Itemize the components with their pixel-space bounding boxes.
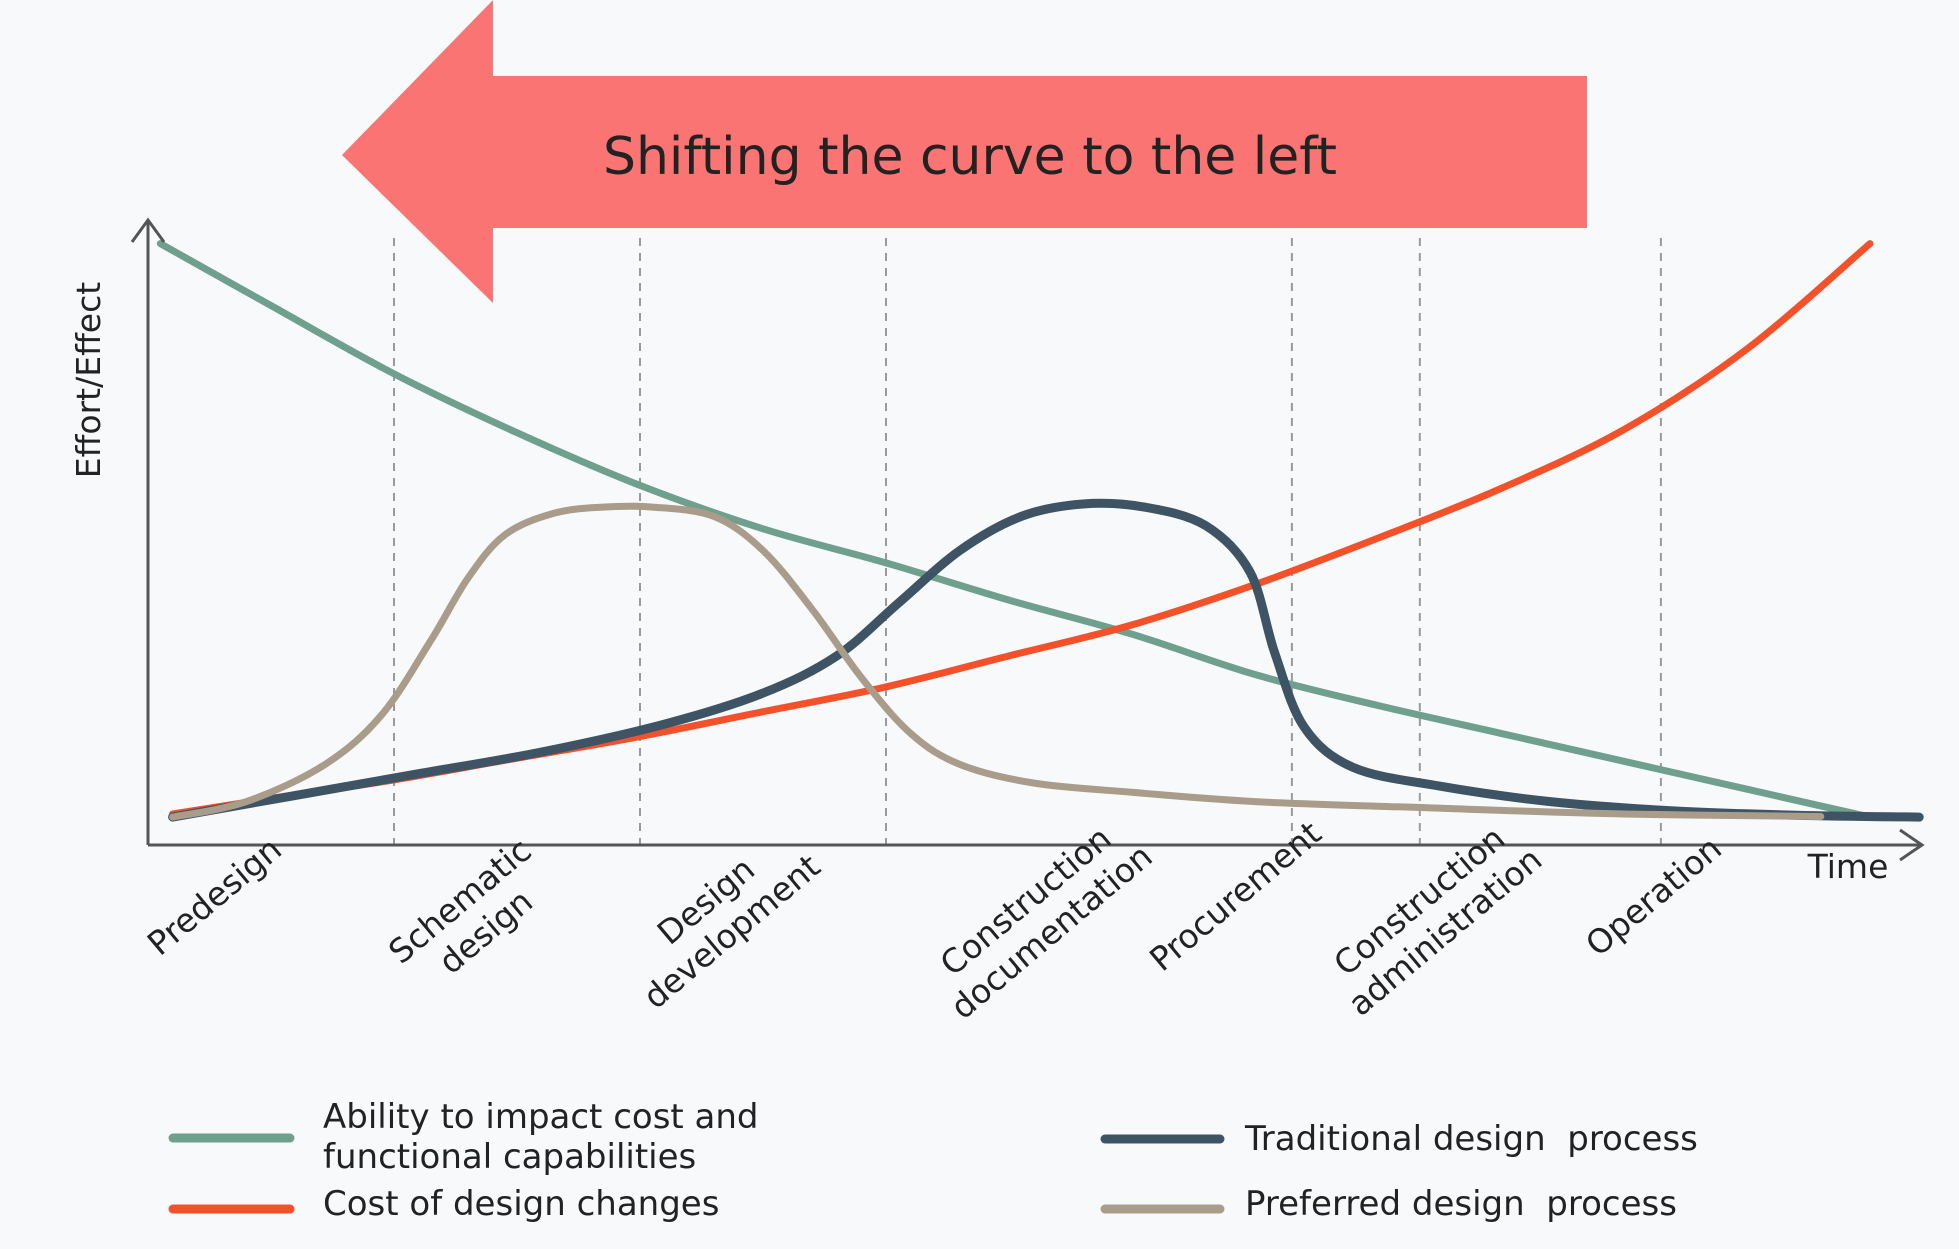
phase-label: Operation: [1578, 828, 1729, 963]
y-axis-title: Effort/Effect: [69, 282, 108, 478]
legend-preferred: Preferred design process: [1100, 1184, 1677, 1224]
legend-cost-of-change: Cost of design changes: [168, 1184, 719, 1224]
legend-label: Cost of design changes: [323, 1184, 719, 1224]
banner-text: Shifting the curve to the left: [603, 127, 1337, 187]
x-axis-arrowhead-icon: [1899, 828, 1925, 862]
shift-left-banner: Shifting the curve to the left: [342, 0, 1587, 303]
legend-traditional: Traditional design process: [1100, 1119, 1698, 1159]
preferred-process-curve: [169, 502, 1825, 821]
legend-label: Traditional design process: [1244, 1119, 1698, 1159]
x-axis-title: Time: [1807, 847, 1889, 886]
legend-label: Preferred design process: [1245, 1184, 1677, 1224]
traditional-process-curve: [168, 498, 1924, 822]
legend-label: functional capabilities: [323, 1137, 696, 1177]
phase-grid: [393, 238, 1662, 845]
axes: Effort/Effect Time: [69, 217, 1925, 886]
cost-of-change-curve: [169, 240, 1874, 818]
y-axis-arrowhead-icon: [130, 217, 166, 243]
phase-label-line: Procurement: [1142, 813, 1329, 978]
series-curves: [156, 240, 1924, 822]
ability-curve: [156, 240, 1874, 821]
phase-label-line: Predesign: [140, 829, 289, 963]
phase-label: Schematicdesign: [381, 830, 564, 1002]
phase-label-line: Operation: [1578, 828, 1729, 963]
legend-label: Ability to impact cost and: [323, 1097, 759, 1137]
phase-labels: Predesign Schematicdesign Designdevelopmen…: [140, 806, 1729, 1027]
phase-label: Predesign: [140, 829, 289, 963]
left-arrow-icon: [342, 0, 1587, 303]
phase-label: Constructionadministration: [1315, 809, 1549, 1024]
phase-label: Procurement: [1142, 813, 1329, 978]
phase-label: Constructiondocumentation: [917, 806, 1159, 1027]
